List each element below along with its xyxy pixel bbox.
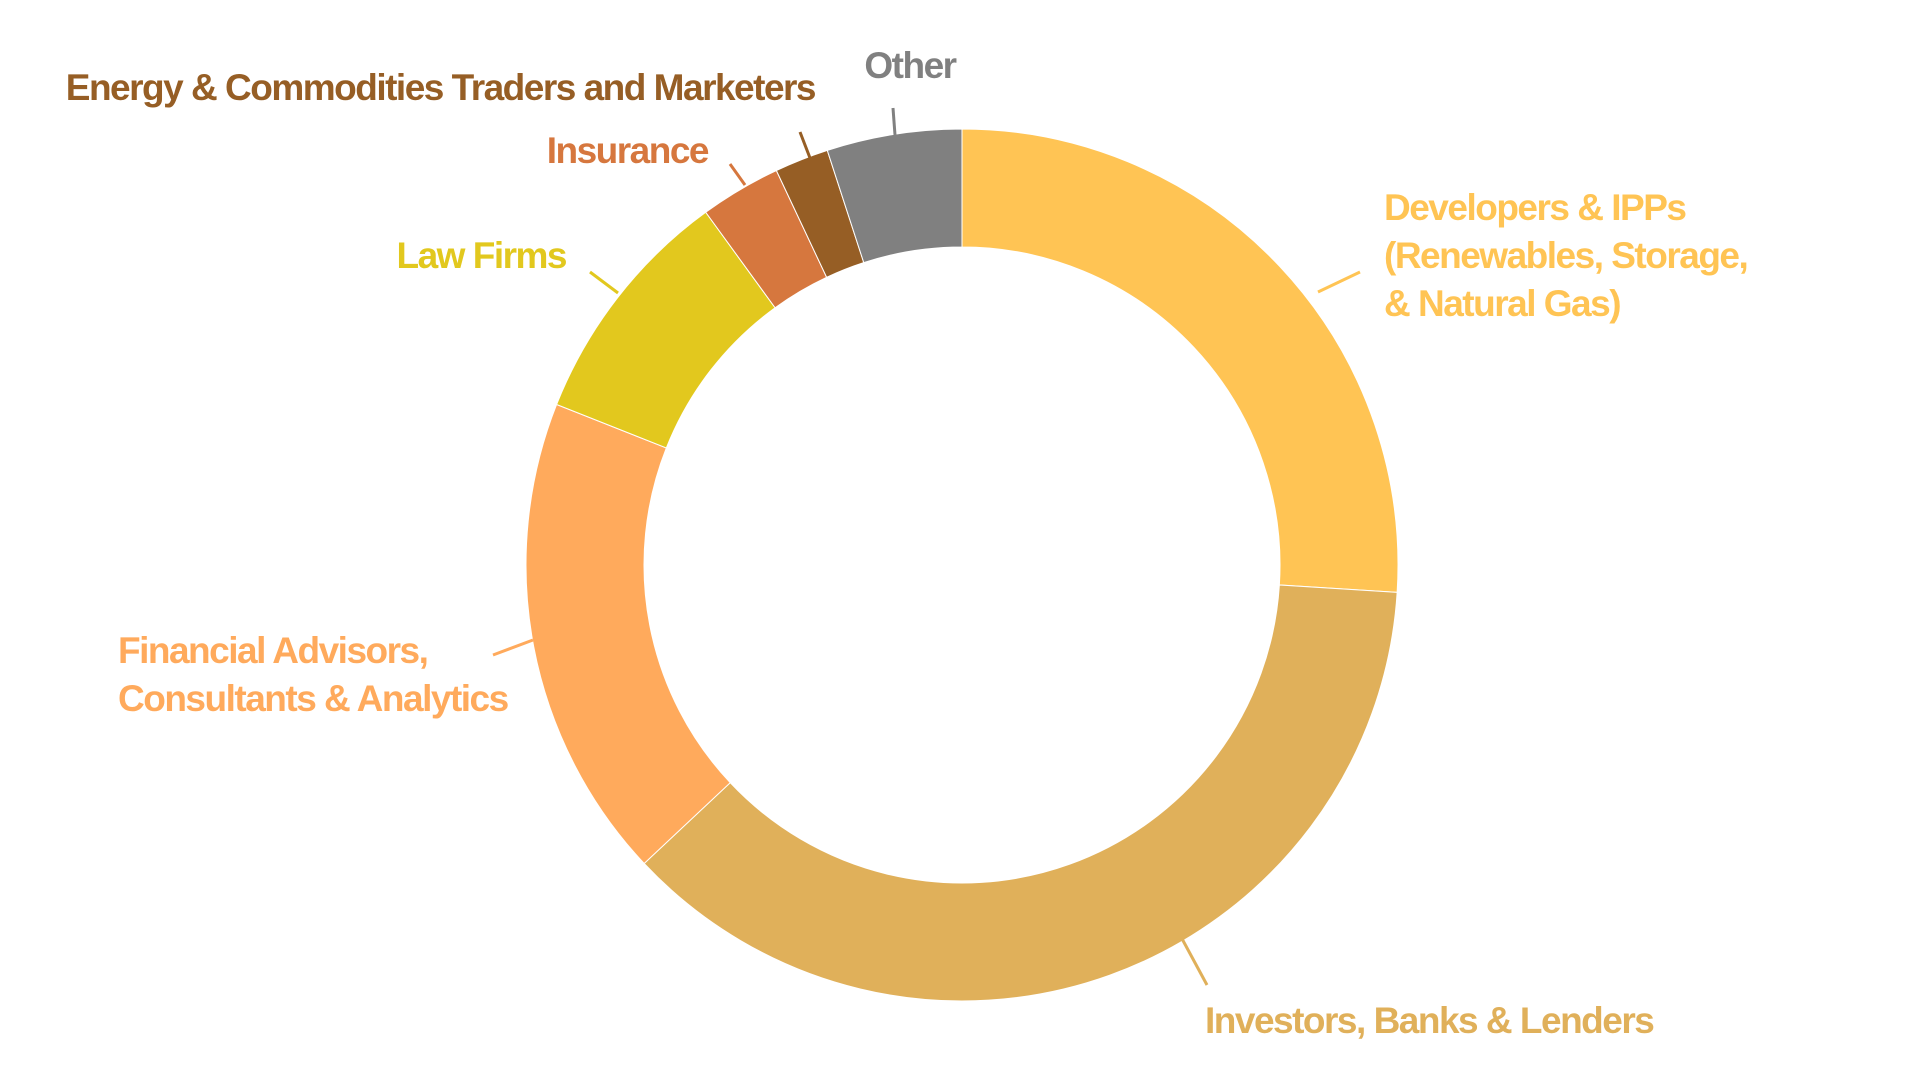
slice-labels: Developers & IPPs (Renewables, Storage, & … — [66, 45, 1749, 1041]
donut-slice — [961, 128, 1399, 593]
slice-label-line: Insurance — [547, 130, 709, 171]
leader-lines — [492, 107, 1361, 986]
slice-label-line: Other — [864, 45, 956, 86]
slice-label-line: (Renewables, Storage, — [1384, 235, 1747, 276]
leader-line — [798, 131, 812, 159]
slice-label-line: Investors, Banks & Lenders — [1205, 1000, 1654, 1041]
slice-label: Developers & IPPs (Renewables, Storage, & … — [1384, 187, 1747, 324]
leader-line — [728, 163, 747, 186]
slice-label-line: Consultants & Analytics — [118, 678, 509, 719]
slice-label: Insurance — [547, 130, 709, 171]
slice-label: Financial Advisors, Consultants & Analyti… — [118, 630, 509, 719]
leader-line — [1317, 270, 1361, 294]
slice-label-line: Financial Advisors, — [118, 630, 427, 671]
leader-line — [589, 270, 619, 295]
donut-slice — [525, 403, 731, 865]
donut-slices — [525, 128, 1399, 1002]
slice-label-line: Energy & Commodities Traders and Markete… — [66, 67, 816, 108]
leader-line — [891, 107, 897, 136]
leader-line — [492, 638, 534, 657]
slice-label-line: Law Firms — [397, 235, 567, 276]
donut-slice — [826, 128, 963, 264]
slice-label: Law Firms — [397, 235, 567, 276]
slice-label-line: Developers & IPPs — [1384, 187, 1686, 228]
leader-line — [1178, 934, 1209, 986]
slice-label: Other — [864, 45, 956, 86]
slice-label-line: & Natural Gas) — [1384, 283, 1620, 324]
donut-slice — [643, 584, 1398, 1002]
slice-label: Energy & Commodities Traders and Markete… — [66, 67, 816, 108]
slice-label: Investors, Banks & Lenders — [1205, 1000, 1654, 1041]
